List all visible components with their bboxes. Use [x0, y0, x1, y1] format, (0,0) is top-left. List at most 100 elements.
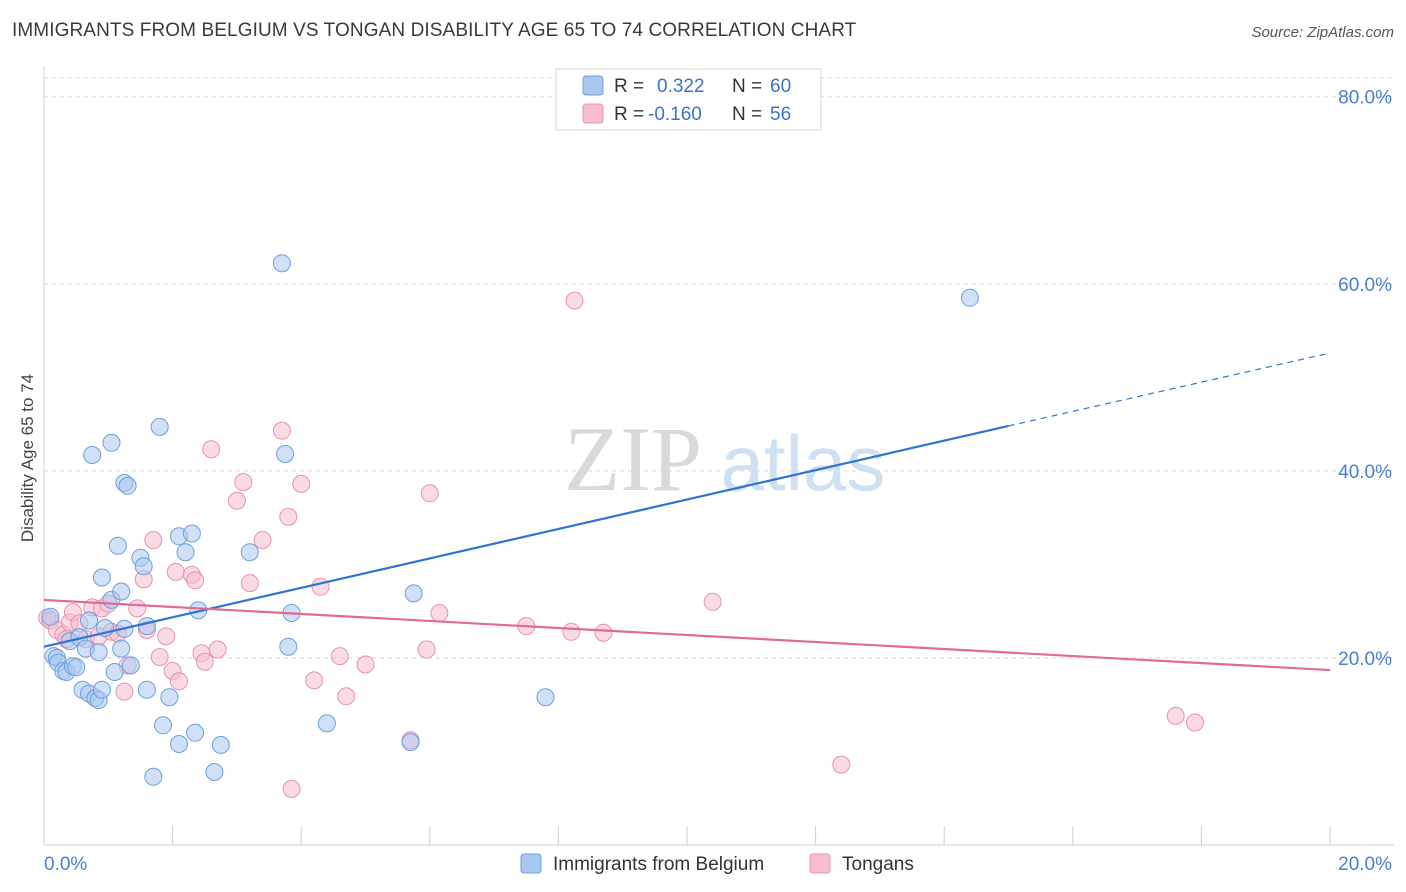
- belgium-point-18: [92, 680, 111, 699]
- tongan-trendline: [43, 598, 1331, 672]
- tongan-point-35: [253, 531, 272, 550]
- tongan-point-34: [240, 574, 259, 593]
- belgium-point-19: [92, 568, 111, 587]
- belgium-point-53: [401, 733, 420, 752]
- tongan-point-53: [703, 592, 722, 611]
- watermark-zip: ZIP: [564, 408, 702, 510]
- tongan-point-40: [305, 671, 324, 690]
- belgium-point-43: [186, 723, 205, 742]
- belgium-point-55: [536, 688, 555, 707]
- y-tick-labels: 20.0% 40.0% 60.0% 80.0%: [1338, 88, 1392, 670]
- belgium-point-37: [154, 716, 172, 735]
- belgium-point-14: [83, 446, 102, 464]
- tongan-legend-swatch: [582, 103, 604, 124]
- belgium-point-34: [137, 617, 156, 636]
- y-tick-label-60: 60.0%: [1338, 275, 1392, 296]
- tongan-point-32: [227, 491, 246, 510]
- tongan-point-48: [430, 604, 449, 622]
- tongan-point-25: [170, 672, 188, 691]
- belgium-point-35: [144, 767, 163, 786]
- belgium-point-38: [160, 688, 179, 707]
- belgium-point-52: [317, 714, 336, 733]
- tongan-point-15: [115, 682, 134, 701]
- legend-label-tongan: Tongans: [842, 854, 914, 875]
- tongan-point-54: [832, 755, 851, 774]
- tongan-r-value: -0.160: [648, 104, 702, 125]
- tongan-points: [38, 291, 1204, 798]
- belgium-point-24: [108, 536, 127, 555]
- legend-label-belgium: Immigrants from Belgium: [553, 854, 764, 875]
- belgium-point-54: [404, 584, 423, 603]
- belgium-point-32: [134, 557, 153, 576]
- tongan-point-44: [356, 655, 375, 674]
- chart-title: IMMIGRANTS FROM BELGIUM VS TONGAN DISABI…: [12, 20, 857, 41]
- belgium-point-56: [960, 288, 979, 307]
- series-legend: Immigrants from Belgium Tongans: [520, 853, 914, 875]
- belgium-point-8: [67, 658, 86, 677]
- tongan-point-30: [202, 440, 221, 459]
- chart-source: Source: ZipAtlas.com: [1251, 24, 1394, 41]
- belgium-point-0: [41, 607, 60, 626]
- belgium-n-label: N =: [732, 76, 762, 97]
- x-tick-label-max: 20.0%: [1338, 854, 1392, 875]
- tongan-point-31: [208, 640, 227, 659]
- tongan-point-51: [565, 291, 584, 310]
- belgium-point-47: [240, 543, 259, 562]
- belgium-point-49: [276, 445, 295, 463]
- tongan-n-value: 56: [770, 104, 791, 125]
- tongan-point-37: [279, 507, 298, 526]
- tongan-point-43: [337, 687, 356, 706]
- tongan-point-20: [144, 531, 163, 550]
- tongan-point-50: [562, 622, 581, 641]
- belgium-point-21: [102, 433, 121, 452]
- belgium-point-36: [150, 417, 169, 436]
- y-tick-label-40: 40.0%: [1338, 462, 1392, 483]
- tongan-r-label: R =: [614, 104, 644, 125]
- watermark: ZIP atlas: [564, 408, 885, 510]
- tongan-n-label: N =: [732, 104, 762, 125]
- tongan-point-52: [594, 623, 613, 642]
- belgium-legend-swatch: [582, 75, 604, 96]
- belgium-point-33: [137, 680, 156, 699]
- tongan-point-17: [128, 599, 147, 618]
- tongan-point-33: [234, 473, 253, 492]
- belgium-point-45: [205, 763, 224, 781]
- tongan-point-42: [330, 647, 349, 666]
- belgium-point-46: [211, 735, 230, 754]
- belgium-point-25: [112, 582, 131, 601]
- belgium-r-value: 0.322: [657, 76, 705, 97]
- grid-lines: [44, 77, 1394, 659]
- belgium-point-16: [89, 643, 108, 662]
- tongan-point-22: [157, 627, 176, 646]
- y-tick-label-20: 20.0%: [1338, 649, 1392, 670]
- tongan-point-41: [311, 577, 330, 596]
- belgium-r-label: R =: [614, 76, 644, 97]
- tongan-point-38: [282, 779, 301, 798]
- axes: [43, 66, 1394, 846]
- y-tick-label-80: 80.0%: [1338, 88, 1392, 109]
- tongan-point-55: [1166, 706, 1185, 725]
- belgium-point-26: [112, 639, 131, 658]
- tongan-point-36: [272, 421, 291, 440]
- tongan-point-21: [150, 648, 169, 666]
- watermark-atlas: atlas: [721, 419, 886, 507]
- belgium-point-48: [272, 254, 291, 273]
- belgium-point-12: [80, 611, 98, 630]
- belgium-point-30: [121, 656, 140, 675]
- belgium-point-42: [182, 524, 201, 543]
- belgium-trendline: [43, 424, 1009, 648]
- legend-swatch-tongan: [809, 853, 831, 874]
- belgium-point-41: [176, 543, 195, 562]
- tongan-point-47: [420, 484, 439, 503]
- belgium-point-29: [118, 476, 137, 495]
- belgium-point-23: [105, 663, 124, 681]
- trendlines: [43, 352, 1331, 672]
- tongan-point-29: [195, 652, 214, 671]
- legend-swatch-belgium: [520, 853, 542, 874]
- stats-legend: R = 0.322 N = 60 R = -0.160 N = 56: [555, 68, 822, 131]
- belgium-point-40: [170, 735, 188, 753]
- tongan-point-39: [292, 474, 311, 493]
- x-tick-labels: 0.0% 20.0%: [44, 854, 1392, 875]
- tongan-point-27: [186, 571, 205, 590]
